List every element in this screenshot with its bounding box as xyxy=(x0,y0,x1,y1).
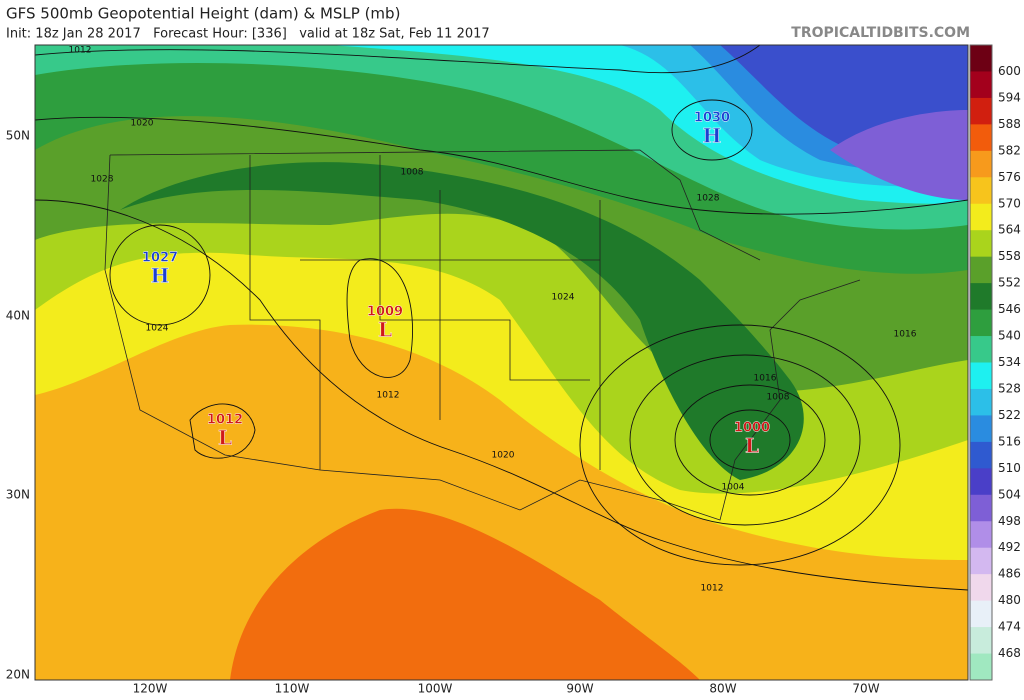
lat-label: 50N xyxy=(6,129,30,143)
colorbar-label: 498 xyxy=(998,514,1021,528)
isobar-label: 1028 xyxy=(697,194,720,204)
lon-label: 70W xyxy=(852,682,879,696)
colorbar-label: 522 xyxy=(998,408,1021,422)
colorbar-band xyxy=(970,71,992,99)
lon-label: 100W xyxy=(418,682,453,696)
center-pressure: 1009 xyxy=(367,305,403,320)
center-symbol: H xyxy=(703,124,722,148)
lat-label: 40N xyxy=(6,309,30,323)
colorbar-band xyxy=(970,256,992,284)
lon-label: 90W xyxy=(566,682,593,696)
colorbar-band xyxy=(970,441,992,469)
colorbar-label: 600 xyxy=(998,64,1021,78)
lon-label: 120W xyxy=(133,682,168,696)
isobar-label: 1016 xyxy=(754,374,777,384)
colorbar-label: 492 xyxy=(998,540,1021,554)
center-symbol: H xyxy=(151,264,170,288)
colorbar-label: 588 xyxy=(998,117,1021,131)
isobar-label: 1008 xyxy=(401,168,424,178)
colorbar-label: 570 xyxy=(998,196,1021,210)
colorbar: 600 594 588 582 576 570 564 558 552 546 540 534 528 5… xyxy=(969,44,1021,681)
band-552 xyxy=(120,162,804,480)
colorbar-band xyxy=(970,547,992,575)
lat-label: 30N xyxy=(6,488,30,502)
band-504 xyxy=(830,110,968,200)
colorbar-band xyxy=(970,150,992,178)
watermark: TROPICALTIDBITS.COM xyxy=(791,25,970,41)
isobar-label: 1012 xyxy=(701,584,724,594)
colorbar-label: 504 xyxy=(998,487,1021,501)
colorbar-label: 558 xyxy=(998,249,1021,263)
colorbar-band xyxy=(970,627,992,655)
isobar-label: 1024 xyxy=(146,324,169,334)
colorbar-band xyxy=(970,494,992,522)
colorbar-label: 474 xyxy=(998,620,1021,634)
center-symbol: L xyxy=(745,434,759,458)
isobar-label: 1012 xyxy=(69,46,92,56)
colorbar-label: 516 xyxy=(998,434,1021,448)
center-pressure: 1027 xyxy=(142,251,178,266)
isobars xyxy=(35,45,968,591)
colorbar-label: 540 xyxy=(998,329,1021,343)
colorbar-band xyxy=(970,388,992,416)
colorbar-label: 468 xyxy=(998,646,1021,660)
colorbar-label: 582 xyxy=(998,143,1021,157)
colorbar-label: 510 xyxy=(998,461,1021,475)
subtitle: Init: 18z Jan 28 2017 Forecast Hour: [33… xyxy=(6,27,490,42)
isobar-label: 1020 xyxy=(131,119,154,129)
center-symbol: L xyxy=(378,318,392,342)
isobar-label: 1012 xyxy=(377,391,400,401)
colorbar-band xyxy=(970,521,992,549)
center-pressure: 1012 xyxy=(207,413,243,428)
colorbar-band xyxy=(970,177,992,205)
isobar-label: 1028 xyxy=(91,175,114,185)
borders xyxy=(104,149,861,521)
colorbar-band xyxy=(970,574,992,602)
colorbar-label: 552 xyxy=(998,276,1021,290)
title: GFS 500mb Geopotential Height (dam) & MS… xyxy=(6,5,400,23)
map-frame xyxy=(34,44,969,681)
colorbar-label: 480 xyxy=(998,593,1021,607)
colorbar-band xyxy=(970,415,992,443)
colorbar-band xyxy=(970,600,992,628)
center-symbol: L xyxy=(218,426,232,450)
isobar-label: 1008 xyxy=(767,393,790,403)
isobar-label: 1024 xyxy=(552,293,575,303)
isobar-label: 1004 xyxy=(722,483,745,493)
colorbar-label: 564 xyxy=(998,223,1021,237)
colorbar-band xyxy=(970,45,992,72)
lon-label: 80W xyxy=(709,682,736,696)
band-582 xyxy=(230,508,700,680)
colorbar-band xyxy=(970,362,992,390)
colorbar-frame xyxy=(969,44,993,681)
colorbar-band xyxy=(970,97,992,125)
colorbar-label: 576 xyxy=(998,170,1021,184)
colorbar-label: 528 xyxy=(998,381,1021,395)
lat-label: 20N xyxy=(6,668,30,682)
colorbar-label: 546 xyxy=(998,302,1021,316)
colorbar-band xyxy=(970,283,992,311)
colorbar-band xyxy=(970,468,992,496)
center-pressure: 1000 xyxy=(734,421,770,436)
colorbar-band xyxy=(970,336,992,363)
isobar-label: 1020 xyxy=(492,451,515,461)
colorbar-label: 486 xyxy=(998,567,1021,581)
colorbar-band xyxy=(970,653,992,681)
colorbar-label: 534 xyxy=(998,355,1021,369)
center-pressure: 1030 xyxy=(694,111,730,126)
lon-label: 110W xyxy=(275,682,310,696)
colorbar-band xyxy=(970,203,992,231)
colorbar-band xyxy=(970,309,992,337)
colorbar-band xyxy=(970,124,992,152)
colorbar-band xyxy=(970,230,992,258)
map xyxy=(35,45,968,680)
colorbar-label: 594 xyxy=(998,90,1021,104)
isobar-label: 1016 xyxy=(894,330,917,340)
